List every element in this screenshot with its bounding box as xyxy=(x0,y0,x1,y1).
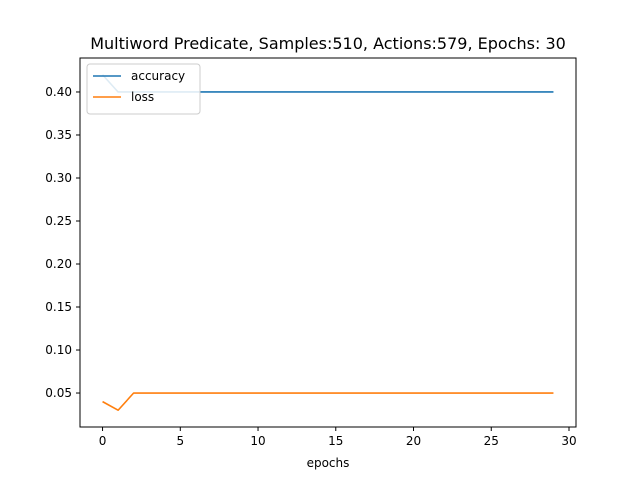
y-tick-label: 0.15 xyxy=(45,300,72,314)
y-tick-label: 0.10 xyxy=(45,343,72,357)
series-line-loss xyxy=(102,392,554,412)
y-tick-label: 0.20 xyxy=(45,257,72,271)
x-axis-label: epochs xyxy=(307,456,350,470)
x-tick-label: 10 xyxy=(250,434,265,448)
chart-title: Multiword Predicate, Samples:510, Action… xyxy=(90,34,566,53)
plot-border xyxy=(79,57,577,428)
plot-area xyxy=(80,58,576,427)
y-tick-label: 0.25 xyxy=(45,214,72,228)
legend-label-accuracy: accuracy xyxy=(131,69,185,83)
x-tick-label: 25 xyxy=(484,434,499,448)
legend-label-loss: loss xyxy=(131,90,154,104)
y-tick-label: 0.30 xyxy=(45,171,72,185)
x-tick-label: 5 xyxy=(176,434,184,448)
x-tick-label: 15 xyxy=(328,434,343,448)
x-tick-label: 0 xyxy=(99,434,107,448)
y-tick-label: 0.40 xyxy=(45,85,72,99)
axes-layer: 0 5 10 15 20 25 30 0.05 0.10 0.15 0.20 0.25 0.30 0.35… xyxy=(45,85,576,448)
x-tick-label: 30 xyxy=(561,434,576,448)
y-tick-label: 0.05 xyxy=(45,386,72,400)
legend: accuracy loss xyxy=(86,63,201,115)
y-tick-label: 0.35 xyxy=(45,128,72,142)
x-tick-label: 20 xyxy=(406,434,421,448)
